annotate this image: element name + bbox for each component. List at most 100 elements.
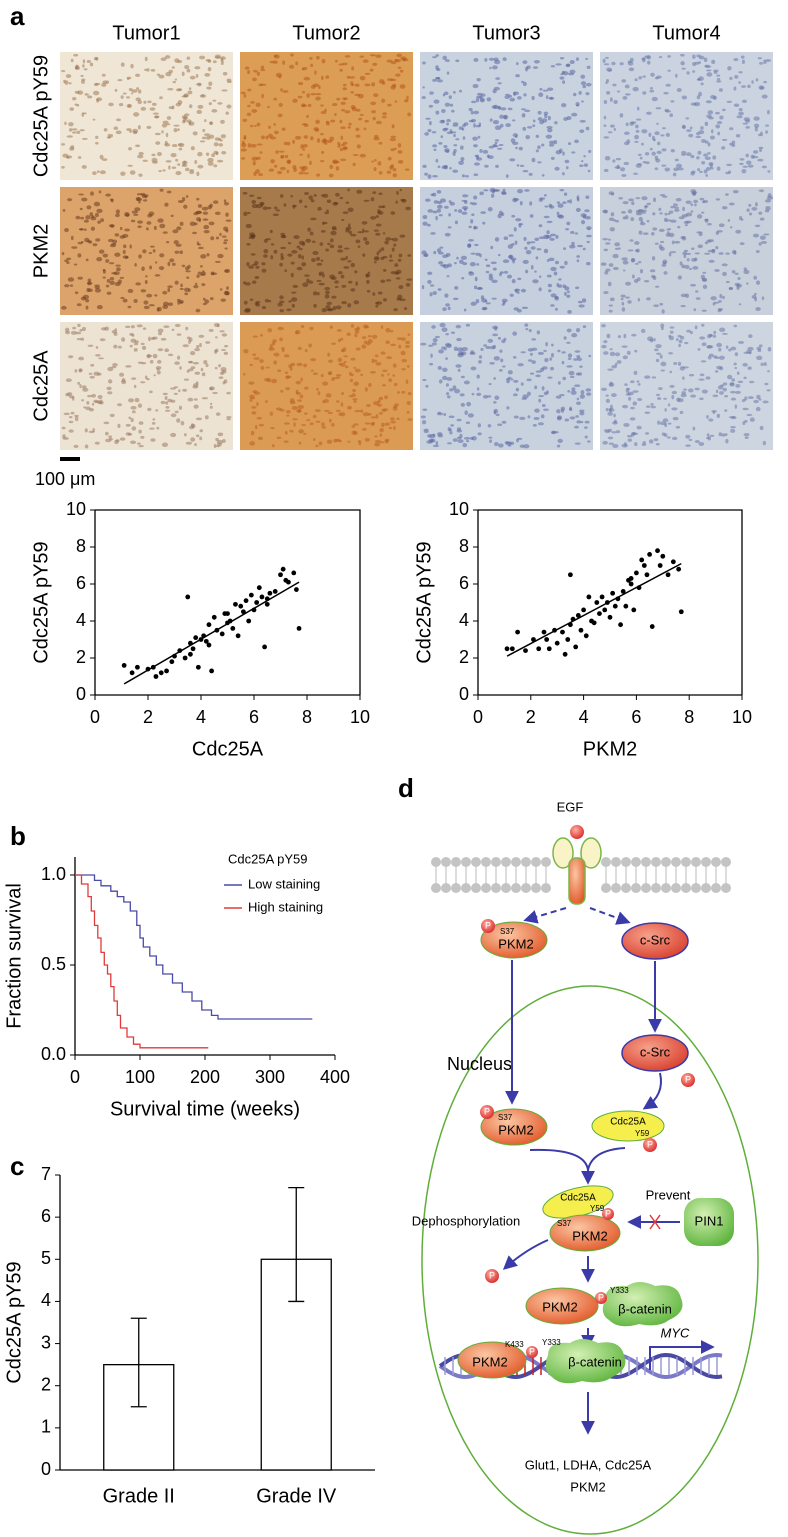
- cell: [768, 347, 772, 351]
- cell: [538, 422, 544, 425]
- cell: [282, 349, 285, 352]
- cell: [158, 348, 164, 351]
- cell: [282, 127, 286, 130]
- legend-title: Cdc25A pY59: [228, 851, 308, 866]
- cell: [671, 407, 677, 410]
- cell: [741, 85, 746, 88]
- cell: [634, 371, 638, 375]
- cell: [738, 341, 744, 344]
- cell: [575, 442, 581, 444]
- cell: [312, 251, 318, 255]
- charts: 02468100246810Cdc25A pY59Cdc25A024681002…: [3, 499, 752, 1508]
- cell: [270, 136, 276, 139]
- cell: [182, 197, 185, 201]
- cell: [95, 354, 101, 357]
- point: [122, 663, 127, 668]
- cell: [621, 211, 626, 214]
- cell: [261, 262, 265, 265]
- cell: [107, 391, 112, 394]
- y-tick-label: 6: [459, 573, 469, 593]
- cell: [528, 348, 534, 352]
- cell: [310, 136, 313, 140]
- cell: [498, 254, 501, 256]
- cell: [429, 105, 433, 108]
- cell: [347, 76, 351, 79]
- cell: [506, 406, 509, 409]
- cell: [543, 409, 549, 411]
- cell: [80, 217, 84, 220]
- cell: [697, 79, 700, 81]
- cell: [504, 236, 508, 240]
- point: [602, 608, 607, 613]
- cell: [379, 441, 384, 443]
- cell: [445, 357, 448, 360]
- cell: [433, 291, 437, 295]
- cell: [354, 410, 360, 412]
- cell: [422, 62, 426, 65]
- cell: [322, 308, 327, 312]
- cell: [243, 349, 248, 353]
- cell: [200, 274, 206, 276]
- cell: [379, 397, 383, 400]
- cell: [285, 431, 288, 435]
- cell: [422, 96, 426, 99]
- column-label: Tumor4: [652, 22, 720, 44]
- cell: [131, 325, 135, 328]
- cell: [227, 292, 230, 296]
- point: [291, 571, 296, 576]
- cell: [371, 110, 376, 113]
- cell: [660, 194, 665, 196]
- cell: [670, 331, 674, 334]
- cell: [505, 94, 510, 96]
- cell: [529, 173, 533, 176]
- cell: [304, 274, 310, 276]
- cell: [270, 159, 275, 163]
- cell: [519, 223, 523, 225]
- cell: [531, 96, 534, 100]
- cell: [580, 120, 586, 123]
- cell: [486, 264, 490, 267]
- cell: [632, 432, 636, 435]
- cell: [365, 326, 369, 328]
- cell: [760, 86, 765, 89]
- cell: [356, 347, 361, 350]
- cell: [396, 54, 402, 58]
- cell: [222, 236, 227, 238]
- cell: [336, 305, 342, 309]
- cell: [185, 168, 190, 172]
- cell: [107, 279, 111, 283]
- y-tick-label: 2: [41, 1374, 51, 1394]
- cell: [714, 71, 718, 74]
- cell: [168, 262, 171, 266]
- cell: [313, 438, 316, 441]
- point: [169, 659, 174, 664]
- cell: [159, 266, 164, 270]
- cell: [502, 299, 508, 303]
- cell: [524, 189, 530, 192]
- panel-label: a: [10, 1, 25, 31]
- cell: [734, 104, 740, 107]
- cell: [638, 383, 641, 386]
- cell: [377, 161, 381, 166]
- cell: [458, 161, 464, 165]
- cell: [435, 336, 440, 338]
- cell: [614, 128, 617, 131]
- cell: [376, 414, 379, 418]
- cell: [379, 171, 383, 174]
- lipid-head: [661, 883, 671, 893]
- cell: [631, 258, 635, 262]
- scale-bar-label: 100 μm: [35, 469, 95, 489]
- cell: [661, 165, 666, 167]
- cell: [354, 94, 360, 96]
- cell: [195, 283, 198, 285]
- cell: [355, 369, 361, 373]
- row-label: Cdc25A pY59: [30, 55, 52, 177]
- cell: [196, 274, 199, 278]
- cell: [691, 248, 695, 250]
- cell: [138, 445, 143, 447]
- cell: [399, 254, 403, 258]
- cell: [696, 132, 700, 135]
- cell: [452, 170, 458, 173]
- cell: [398, 259, 402, 262]
- protein-label: c-Src: [640, 932, 671, 947]
